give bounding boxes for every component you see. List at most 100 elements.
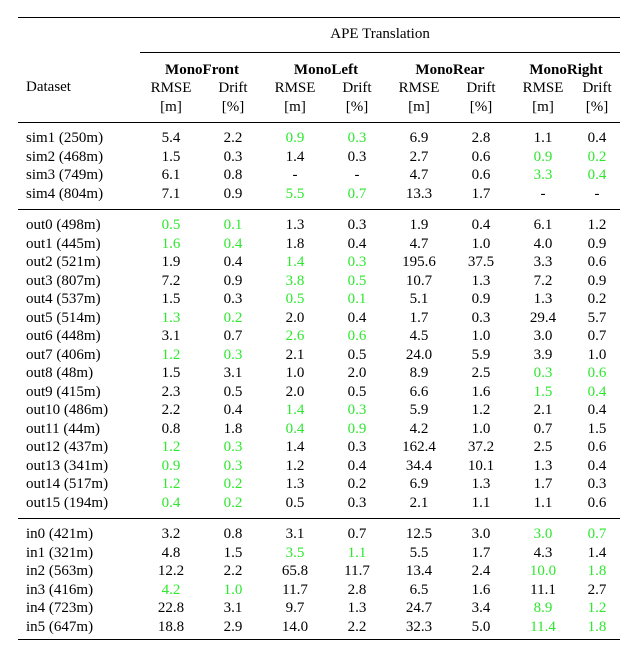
- dataset-cell: out12 (437m): [26, 439, 109, 455]
- table-header: APE Translation Dataset MonoFront MonoLe…: [18, 17, 621, 123]
- table-row: out14 (517m) 1.2 0.2 1.3 0.2 6.9 1.3 1.7 0.3: [18, 475, 620, 494]
- rmse-cell: 8.9: [409, 365, 429, 381]
- drift-cell: 1.3: [347, 600, 367, 616]
- drift-cell: 0.4: [587, 383, 607, 400]
- drift-cell: 0.4: [587, 457, 607, 474]
- rmse-cell: 8.9: [533, 600, 553, 616]
- drift-cell: 1.5: [223, 544, 243, 561]
- rmse-cell: 13.4: [405, 563, 433, 579]
- drift-cell: 0.6: [587, 494, 607, 511]
- unit-label-row: [m] [%] [m] [%] [m] [%] [m] [%]: [18, 98, 620, 123]
- table-row: out9 (415m) 2.3 0.5 2.0 0.5 6.6 1.6 1.5 0.4: [18, 383, 620, 402]
- rmse-cell: 2.0: [285, 383, 305, 400]
- drift-cell: 0.4: [223, 235, 243, 252]
- drift-cell: 0.9: [347, 420, 367, 437]
- unit-label: [m]: [408, 98, 430, 115]
- table-row: in5 (647m) 18.8 2.9 14.0 2.2 32.3 5.0 11.4 1.8: [18, 617, 621, 640]
- drift-cell: 2.2: [202, 122, 264, 148]
- table-row: out12 (437m) 1.2 0.3 1.4 0.3 162.4 37.2 2.5 0.6: [18, 438, 620, 457]
- drift-cell: 11.7: [344, 563, 370, 579]
- rmse-cell: 1.5: [161, 148, 181, 165]
- rmse-cell: 7.1: [161, 185, 181, 202]
- drift-cell: 3.4: [471, 600, 491, 616]
- rmse-cell: 195.6: [402, 254, 436, 270]
- drift-cell: 3.1: [223, 365, 243, 381]
- rmse-cell: 3.5: [285, 544, 305, 561]
- rmse-cell: 7.2: [161, 272, 181, 289]
- header-corner: [18, 17, 140, 52]
- drift-cell: 0.6: [587, 439, 607, 455]
- table-row: in1 (321m) 4.8 1.5 3.5 1.1 5.5 1.7 4.3 1.4: [18, 544, 620, 563]
- rmse-cell: 24.0: [405, 346, 433, 363]
- drift-cell: 0.9: [223, 185, 243, 202]
- rmse-cell: 1.3: [533, 291, 553, 307]
- group-header-monorear: MonoRear: [415, 61, 485, 78]
- unit-label: [%]: [469, 98, 493, 115]
- metric-label: RMSE: [150, 80, 192, 96]
- dataset-cell: out13 (341m): [26, 457, 109, 474]
- table-body: sim1 (250m) 5.4 2.2 0.9 0.3 6.9 2.8 1.1 0.4 sim2 …: [18, 122, 621, 640]
- drift-cell: 1.2: [574, 209, 621, 235]
- drift-cell: 5.7: [587, 309, 607, 326]
- drift-cell: 10.1: [467, 457, 495, 474]
- rmse-cell: 1.3: [285, 476, 305, 492]
- rmse-cell: 11.7: [282, 581, 308, 598]
- drift-cell: 0.3: [223, 457, 243, 474]
- rmse-cell: 1.4: [285, 439, 305, 455]
- dataset-cell: out9 (415m): [26, 383, 101, 400]
- rmse-cell: 14.0: [264, 617, 326, 640]
- dataset-cell: in5 (647m): [18, 617, 140, 640]
- dataset-cell: out6 (448m): [26, 328, 101, 344]
- table-row: out13 (341m) 0.9 0.3 1.2 0.4 34.4 10.1 1.3 0.4: [18, 457, 620, 476]
- dataset-cell: out3 (807m): [26, 272, 101, 289]
- drift-cell: 0.5: [223, 383, 243, 400]
- drift-cell: 0.6: [587, 254, 607, 270]
- rmse-cell: 2.1: [409, 494, 429, 511]
- drift-cell: 1.1: [471, 494, 491, 511]
- rmse-cell: -: [540, 185, 546, 202]
- metric-label: Drift: [218, 80, 248, 96]
- rmse-cell: 24.7: [405, 600, 433, 616]
- drift-cell: 3.0: [450, 518, 512, 544]
- rmse-cell: 2.1: [533, 402, 553, 418]
- unit-label: [m]: [532, 98, 554, 115]
- table-row: in2 (563m) 12.2 2.2 65.8 11.7 13.4 2.4 10.0 1.8: [18, 562, 620, 581]
- table-row: out7 (406m) 1.2 0.3 2.1 0.5 24.0 5.9 3.9 1.0: [18, 346, 620, 365]
- rmse-cell: 5.9: [409, 402, 429, 418]
- rmse-cell: 1.3: [264, 209, 326, 235]
- rmse-cell: 22.8: [157, 600, 185, 616]
- rmse-cell: 4.8: [161, 544, 181, 561]
- drift-cell: -: [594, 185, 600, 202]
- rmse-cell: 0.4: [161, 494, 181, 511]
- table-row: in0 (421m) 3.2 0.8 3.1 0.7 12.5 3.0 3.0 0.7: [18, 518, 621, 544]
- drift-cell: 5.0: [450, 617, 512, 640]
- drift-cell: 1.6: [471, 383, 491, 400]
- drift-cell: 0.3: [471, 309, 491, 326]
- drift-cell: 0.2: [587, 291, 607, 307]
- table-row: out6 (448m) 3.1 0.7 2.6 0.6 4.5 1.0 3.0 0.7: [18, 327, 620, 346]
- dataset-column-header: Dataset: [26, 78, 71, 95]
- unit-label: [m]: [284, 98, 306, 115]
- drift-cell: 0.4: [587, 402, 607, 418]
- rmse-cell: 2.3: [161, 383, 181, 400]
- unit-label: [m]: [160, 98, 182, 115]
- dataset-cell: sim4 (804m): [26, 185, 104, 202]
- table-row: out4 (537m) 1.5 0.3 0.5 0.1 5.1 0.9 1.3 0.2: [18, 290, 620, 309]
- dataset-cell: in3 (416m): [26, 581, 94, 598]
- rmse-cell: 3.3: [533, 254, 553, 270]
- rmse-cell: 3.8: [285, 272, 305, 289]
- drift-cell: 1.0: [471, 235, 491, 252]
- rmse-cell: 29.4: [529, 309, 557, 326]
- drift-cell: 2.2: [326, 617, 388, 640]
- drift-cell: 37.2: [467, 439, 495, 455]
- drift-cell: 2.9: [202, 617, 264, 640]
- drift-cell: 2.0: [347, 365, 367, 381]
- rmse-cell: 2.6: [285, 328, 305, 344]
- drift-cell: 0.2: [223, 476, 243, 492]
- rmse-cell: 0.3: [533, 365, 553, 381]
- drift-cell: 0.5: [347, 272, 367, 289]
- table-row: in3 (416m) 4.2 1.0 11.7 2.8 6.5 1.6 11.1 2.7: [18, 581, 620, 600]
- drift-cell: 1.0: [471, 420, 491, 437]
- drift-cell: 3.1: [223, 600, 243, 616]
- rmse-cell: 0.9: [161, 457, 181, 474]
